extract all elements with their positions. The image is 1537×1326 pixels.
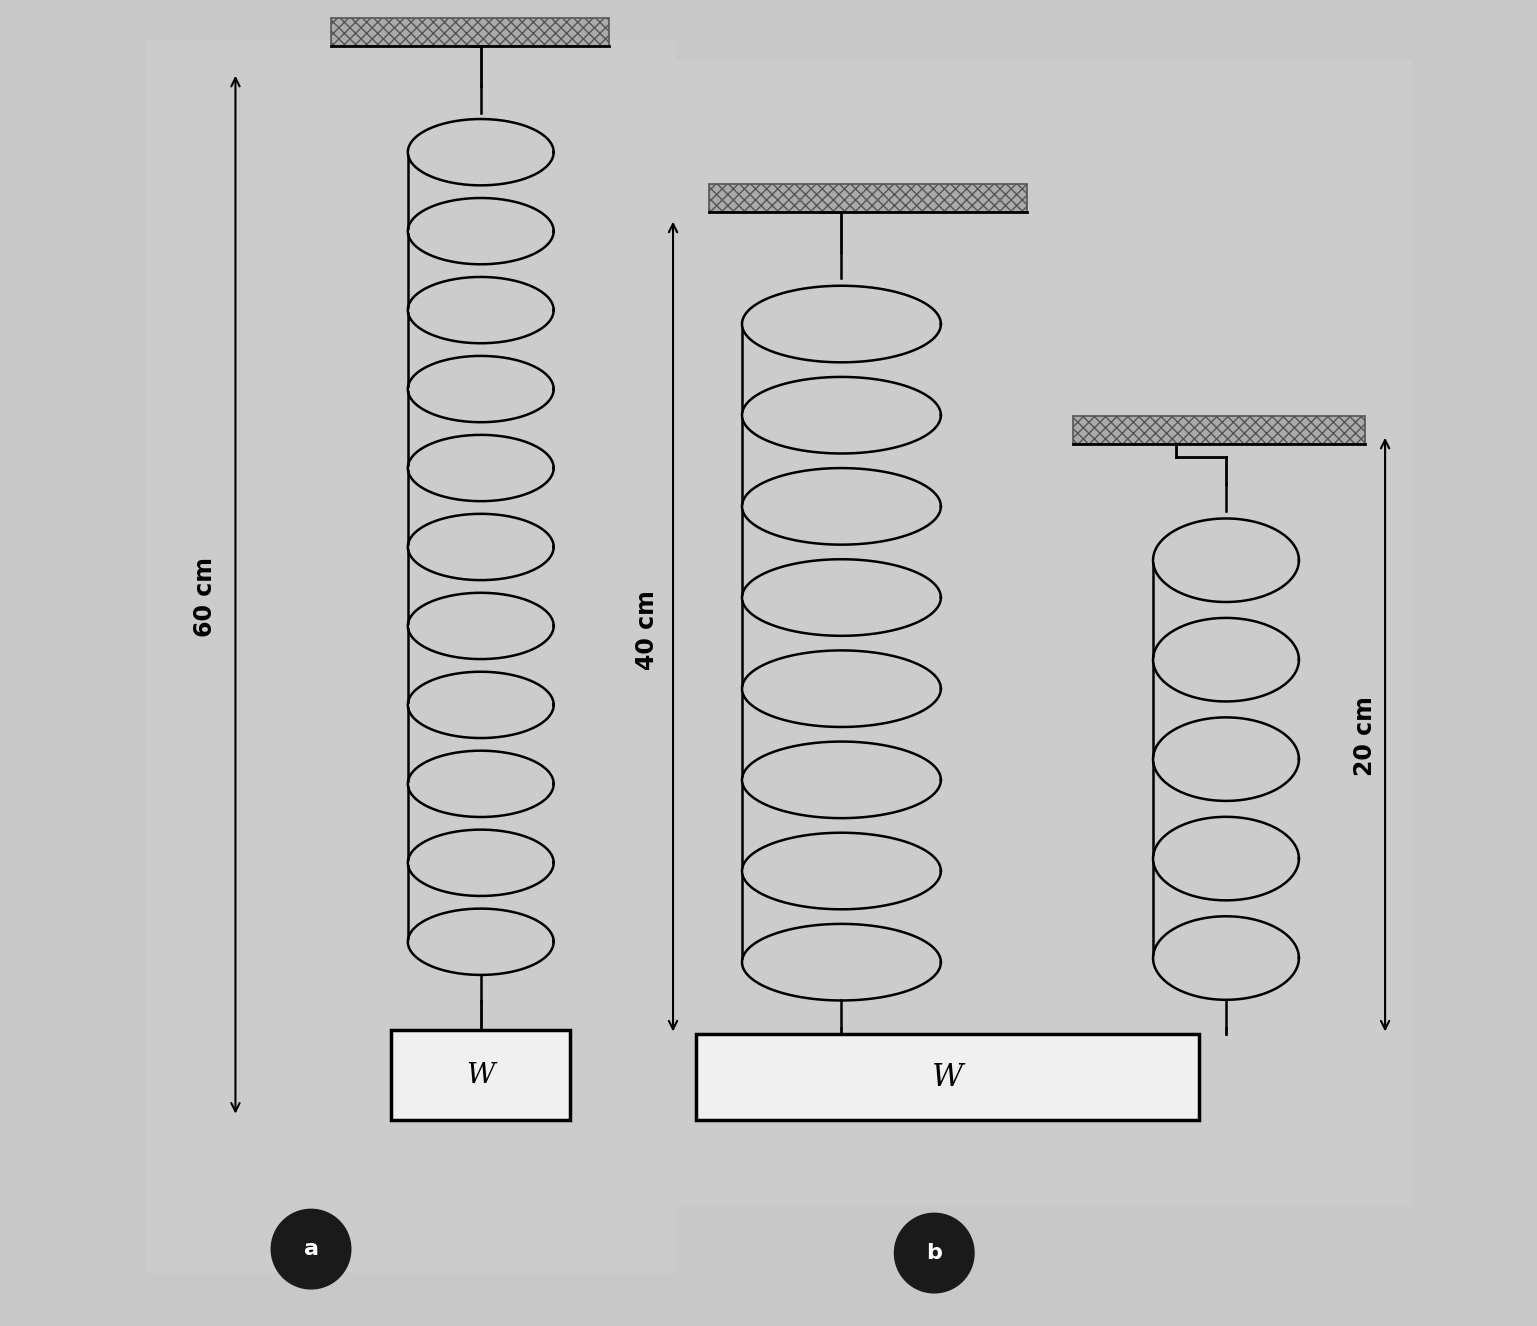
Text: 40 cm: 40 cm	[635, 590, 658, 670]
Text: 20 cm: 20 cm	[1353, 696, 1377, 776]
Bar	[390, 1030, 570, 1120]
FancyBboxPatch shape	[146, 40, 676, 1273]
Text: a: a	[303, 1238, 318, 1260]
Bar	[709, 183, 1027, 212]
Text: W: W	[466, 1062, 495, 1089]
Text: 60 cm: 60 cm	[194, 557, 217, 636]
Text: W: W	[931, 1062, 964, 1093]
Text: b: b	[927, 1242, 942, 1264]
FancyBboxPatch shape	[636, 60, 1411, 1207]
Bar	[1073, 415, 1365, 444]
Circle shape	[271, 1209, 350, 1289]
Bar	[330, 17, 609, 46]
Circle shape	[895, 1213, 974, 1293]
Bar	[696, 1034, 1199, 1120]
